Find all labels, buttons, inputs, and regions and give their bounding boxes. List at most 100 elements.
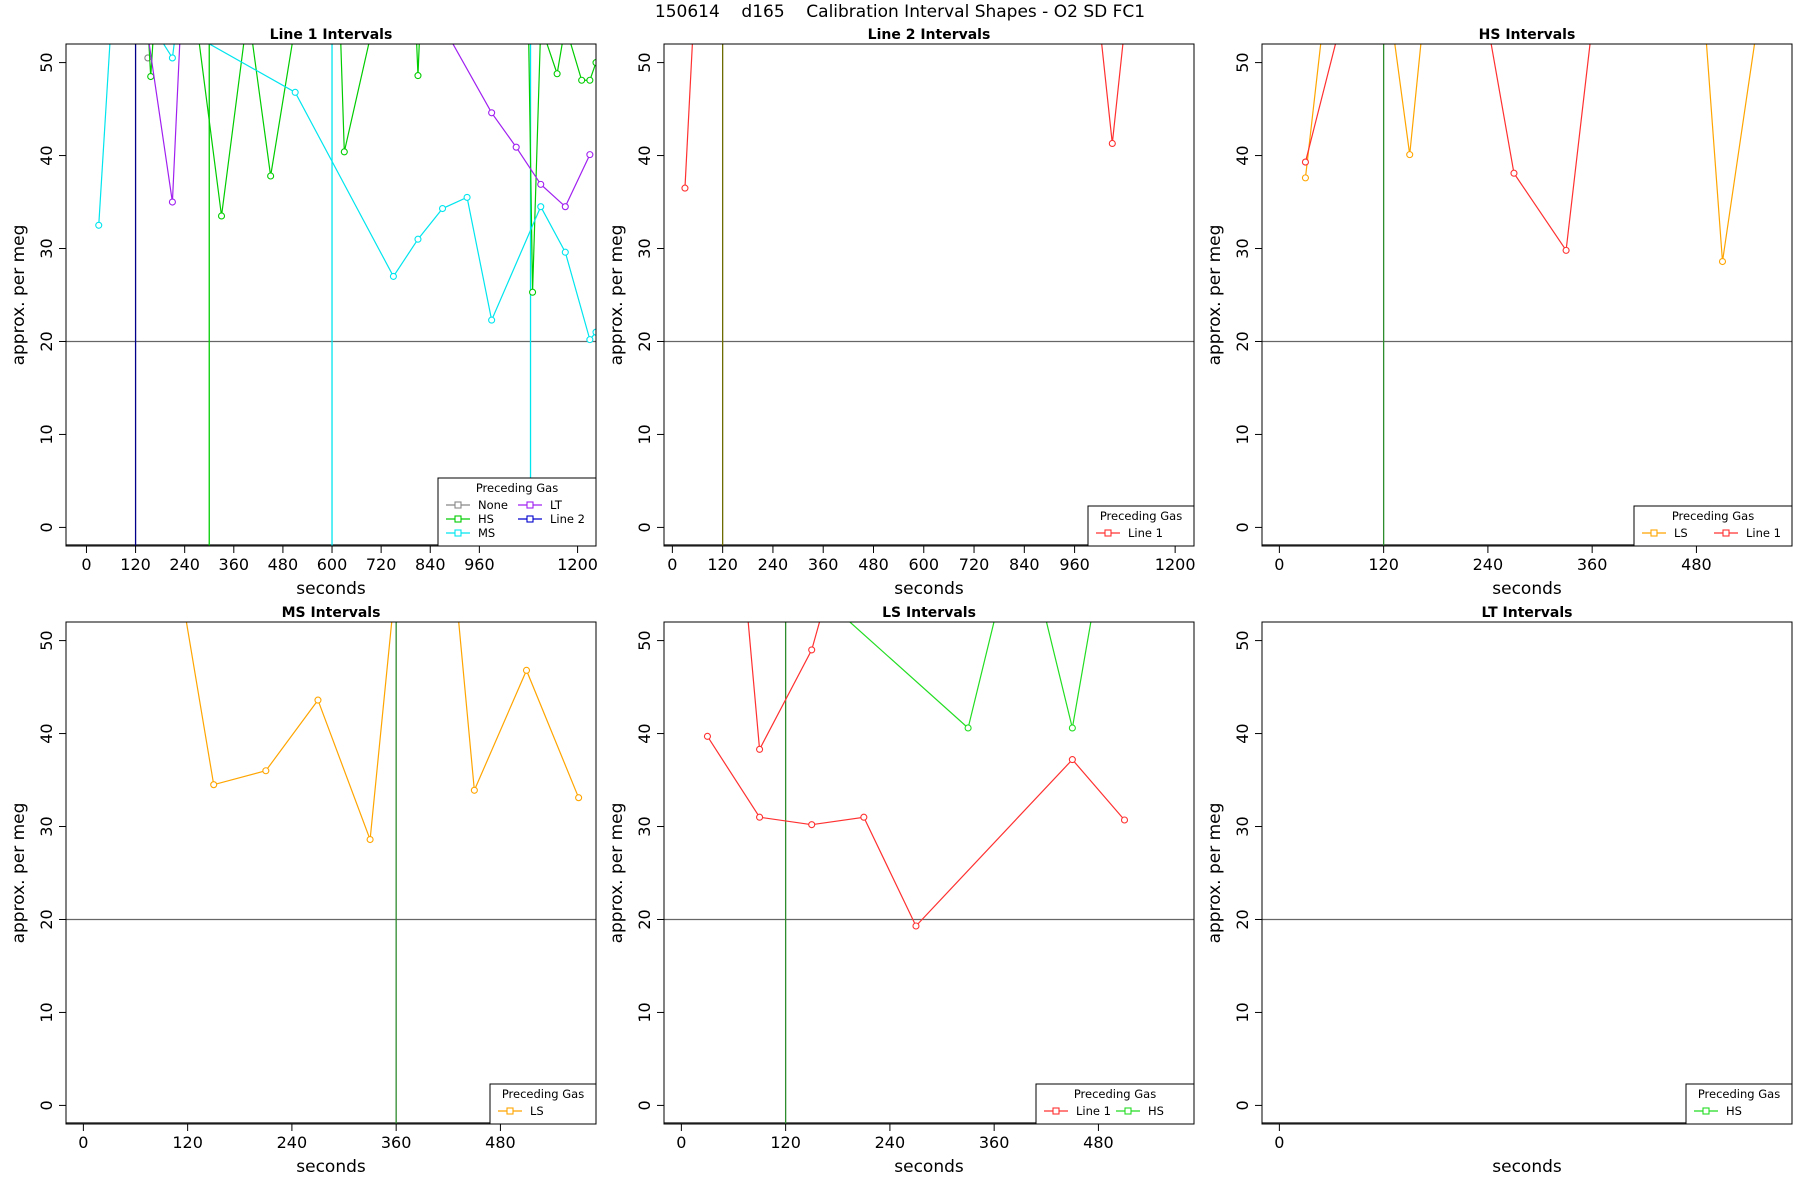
data-point	[561, 248, 569, 256]
panel-ms-intervals: MS Intervals 0 120 240 360 480 seconds 0 10 20 30 4…	[9, 605, 597, 1177]
x-tick-label: 1200	[557, 555, 598, 574]
legend-swatch-marker	[1104, 529, 1112, 537]
plot-frame	[1261, 43, 1793, 547]
legend-entry-line-1: Line 1	[1714, 526, 1781, 540]
y-tick-label: 30	[37, 238, 56, 258]
legend-label: None	[478, 498, 508, 512]
legend-entry-hs: HS	[1116, 1104, 1164, 1118]
y-tick-label: 10	[635, 1002, 654, 1022]
data-point	[578, 76, 586, 84]
x-tick-label: 1200	[1155, 555, 1196, 574]
data-point	[512, 143, 520, 151]
legend: Preceding Gas LS	[489, 1083, 597, 1125]
y-tick-label: 30	[1233, 816, 1252, 836]
plot-area	[66, 44, 596, 546]
data-point	[488, 109, 496, 117]
legend-label: Line 2	[550, 512, 585, 526]
panel-line-2-intervals: Line 2 Intervals 0 120 240 360 480 600 720 840 96…	[607, 27, 1196, 599]
legend: Preceding Gas Line 1	[1087, 505, 1195, 547]
series-line	[148, 44, 591, 208]
series-line	[1304, 44, 1756, 262]
series-line-1	[747, 622, 821, 753]
x-tick-label: 0	[81, 555, 91, 574]
data-point	[586, 76, 594, 84]
x-axis-label: seconds	[296, 579, 366, 599]
x-tick-label: 360	[219, 555, 250, 574]
plot-frame	[663, 43, 1195, 547]
data-point	[537, 203, 545, 211]
y-tick-label: 30	[1233, 238, 1252, 258]
legend-box	[1685, 1083, 1793, 1125]
legend-swatch-marker	[454, 529, 462, 537]
legend-entry-line-1: Line 1	[1044, 1104, 1111, 1118]
series-line-1	[703, 732, 1129, 930]
legend-swatch-marker	[1124, 1107, 1132, 1115]
panel-title: Line 1 Intervals	[270, 27, 393, 43]
series-hs	[147, 44, 596, 296]
data-point	[414, 235, 422, 243]
data-point	[1108, 139, 1116, 148]
legend-box	[1035, 1083, 1195, 1125]
data-point	[756, 745, 764, 753]
x-tick-label: 240	[169, 555, 200, 574]
legend-label: LS	[1674, 526, 1688, 540]
y-axis: 0 10 20 30 40 50	[635, 52, 665, 533]
series-line	[148, 44, 596, 293]
x-axis-label: seconds	[1492, 579, 1562, 599]
x-tick-label: 600	[317, 555, 348, 574]
legend-box	[1633, 505, 1793, 547]
x-tick-label: 240	[277, 1133, 308, 1152]
x-tick-label: 480	[268, 555, 299, 574]
plot-frame	[65, 621, 597, 1125]
y-tick-label: 40	[37, 145, 56, 165]
data-point	[561, 203, 569, 211]
y-tick-label: 0	[37, 1100, 56, 1110]
legend-title: Preceding Gas	[502, 1087, 584, 1101]
y-tick-label: 10	[635, 424, 654, 444]
legend-entry-none: None	[446, 498, 508, 512]
data-point	[529, 288, 537, 296]
x-tick-label: 840	[415, 555, 446, 574]
legend-title: Preceding Gas	[476, 481, 558, 495]
y-tick-label: 20	[635, 909, 654, 929]
legend-label: Line 1	[1746, 526, 1781, 540]
plot-area	[1262, 44, 1792, 546]
x-tick-label: 240	[758, 555, 789, 574]
data-point	[586, 336, 594, 344]
data-point	[1562, 246, 1570, 254]
legend-title: Preceding Gas	[1074, 1087, 1156, 1101]
series-line	[706, 736, 1125, 928]
x-tick-label: 0	[667, 555, 677, 574]
legend-label: MS	[478, 526, 495, 540]
data-point	[537, 180, 545, 188]
data-point	[314, 696, 322, 704]
legend-swatch-marker	[1052, 1107, 1060, 1115]
x-axis-label: seconds	[894, 579, 964, 599]
series-line	[1304, 44, 1591, 253]
legend-label: Line 1	[1076, 1104, 1111, 1118]
legend-title: Preceding Gas	[1100, 509, 1182, 523]
legend-box	[437, 477, 597, 547]
series-lt	[148, 44, 594, 211]
series-line	[747, 622, 821, 752]
y-tick-label: 50	[1233, 630, 1252, 650]
data-point	[291, 88, 299, 96]
x-tick-label: 240	[875, 1133, 906, 1152]
legend-box	[1087, 505, 1195, 547]
data-point	[147, 72, 155, 81]
x-axis-label: seconds	[894, 1157, 964, 1177]
series-line-1	[681, 44, 1124, 192]
y-tick-label: 0	[1233, 522, 1252, 532]
y-tick-label: 0	[1233, 1100, 1252, 1110]
series-line	[185, 622, 580, 840]
x-tick-label: 120	[770, 1133, 801, 1152]
legend-label: HS	[1726, 1104, 1742, 1118]
x-tick-label: 960	[1059, 555, 1090, 574]
data-point	[592, 59, 596, 67]
y-axis-label: approx. per meg	[1205, 803, 1225, 944]
x-axis: 0 120 240 360 480	[1274, 545, 1712, 574]
legend: Preceding Gas LS Line 1	[1633, 505, 1793, 547]
x-tick-label: 360	[808, 555, 839, 574]
